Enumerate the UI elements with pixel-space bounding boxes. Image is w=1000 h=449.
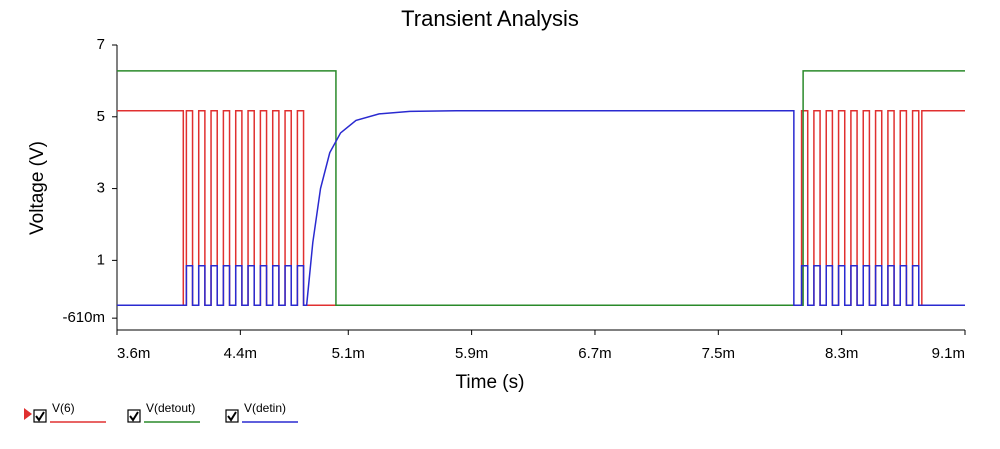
series-line bbox=[117, 109, 965, 306]
x-tick-label: 3.6m bbox=[117, 345, 150, 362]
x-tick-label: 9.1m bbox=[932, 345, 965, 362]
legend: V(6) V(detout) V(detin) bbox=[33, 401, 298, 423]
legend-label: V(6) bbox=[52, 401, 75, 415]
legend-label: V(detin) bbox=[244, 401, 286, 415]
x-tick-label: 5.9m bbox=[455, 345, 488, 362]
legend-checkmark bbox=[227, 411, 237, 422]
y-tick-label: 7 bbox=[97, 36, 105, 53]
series-line bbox=[117, 109, 965, 306]
y-tick-label: 1 bbox=[97, 251, 105, 268]
chart-title: Transient Analysis bbox=[401, 6, 579, 31]
y-axis-label: Voltage (V) bbox=[27, 141, 48, 235]
y-tick-label: -610m bbox=[62, 309, 105, 326]
legend-marker bbox=[24, 408, 32, 420]
x-tick-label: 8.3m bbox=[825, 345, 858, 362]
series-line bbox=[117, 70, 965, 306]
legend-label: V(detout) bbox=[146, 401, 195, 415]
x-tick-label: 7.5m bbox=[702, 345, 735, 362]
x-tick-label: 6.7m bbox=[578, 345, 611, 362]
y-tick-label: 5 bbox=[97, 108, 105, 125]
legend-checkmark bbox=[129, 411, 139, 422]
x-tick-label: 5.1m bbox=[332, 345, 365, 362]
y-tick-label: 3 bbox=[97, 180, 105, 197]
x-tick-label: 4.4m bbox=[224, 345, 257, 362]
x-axis-label: Time (s) bbox=[456, 372, 525, 393]
legend-checkmark bbox=[35, 411, 45, 422]
